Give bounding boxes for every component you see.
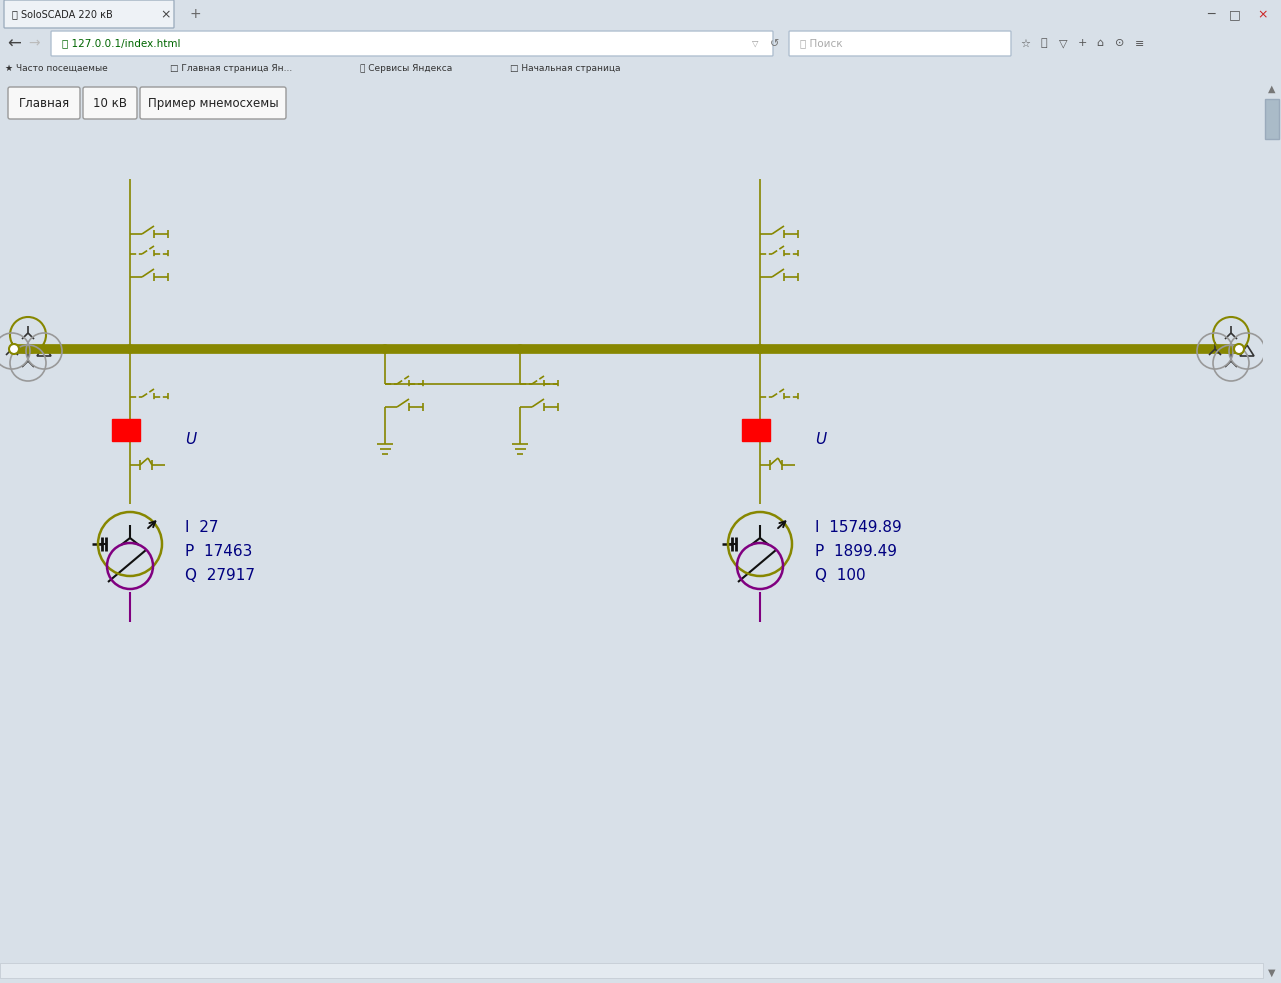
FancyBboxPatch shape: [83, 87, 137, 119]
Text: □: □: [1230, 8, 1241, 21]
Text: ★ Часто посещаемые: ★ Часто посещаемые: [5, 64, 108, 73]
Text: ☆: ☆: [1020, 38, 1030, 48]
FancyBboxPatch shape: [51, 31, 772, 56]
Text: Q  100: Q 100: [815, 568, 866, 583]
Text: ↺: ↺: [770, 38, 780, 48]
Text: ▽: ▽: [752, 39, 758, 48]
Text: Главная: Главная: [18, 97, 69, 110]
Circle shape: [380, 345, 389, 353]
Text: 📁 Сервисы Яндекса: 📁 Сервисы Яндекса: [360, 64, 452, 73]
Circle shape: [1234, 344, 1244, 354]
Text: ▽: ▽: [1059, 38, 1067, 48]
Text: ←: ←: [8, 34, 20, 52]
Bar: [111, 419, 140, 441]
Text: ×: ×: [160, 8, 172, 21]
Circle shape: [516, 345, 524, 353]
Text: 🔍 Поиск: 🔍 Поиск: [801, 38, 843, 48]
Text: ⊙: ⊙: [1116, 38, 1125, 48]
Text: Q  27917: Q 27917: [184, 568, 255, 583]
Text: ×: ×: [1258, 8, 1268, 21]
FancyBboxPatch shape: [140, 87, 286, 119]
FancyBboxPatch shape: [4, 0, 174, 28]
Text: +: +: [190, 8, 201, 22]
Text: 🌐 127.0.0.1/index.html: 🌐 127.0.0.1/index.html: [61, 38, 181, 48]
Bar: [742, 419, 770, 441]
Text: ─: ─: [1207, 8, 1214, 21]
Circle shape: [9, 344, 19, 354]
Text: P  17463: P 17463: [184, 544, 252, 559]
Circle shape: [126, 345, 135, 353]
Text: +: +: [1077, 38, 1086, 48]
Text: □ Начальная страница: □ Начальная страница: [510, 64, 620, 73]
Text: U: U: [815, 432, 826, 447]
Text: ▲: ▲: [1268, 84, 1276, 94]
FancyBboxPatch shape: [8, 87, 79, 119]
Text: ⌂: ⌂: [1097, 38, 1103, 48]
Text: I  27: I 27: [184, 520, 219, 535]
Text: ⎉: ⎉: [1040, 38, 1048, 48]
Circle shape: [756, 345, 763, 353]
Text: U: U: [184, 432, 196, 447]
Text: →: →: [28, 36, 40, 50]
Text: 10 кВ: 10 кВ: [94, 97, 127, 110]
FancyBboxPatch shape: [789, 31, 1011, 56]
Text: Пример мнемосхемы: Пример мнемосхемы: [147, 97, 278, 110]
Text: □ Главная страница Ян...: □ Главная страница Ян...: [170, 64, 292, 73]
Bar: [0, 963, 1263, 978]
Text: I  15749.89: I 15749.89: [815, 520, 902, 535]
Bar: [1266, 99, 1278, 139]
Text: ≡: ≡: [1135, 38, 1145, 48]
Text: 🖥 SoloSCADA 220 кВ: 🖥 SoloSCADA 220 кВ: [12, 9, 113, 19]
Text: P  1899.49: P 1899.49: [815, 544, 897, 559]
Circle shape: [756, 345, 763, 353]
Text: ▼: ▼: [1268, 968, 1276, 978]
